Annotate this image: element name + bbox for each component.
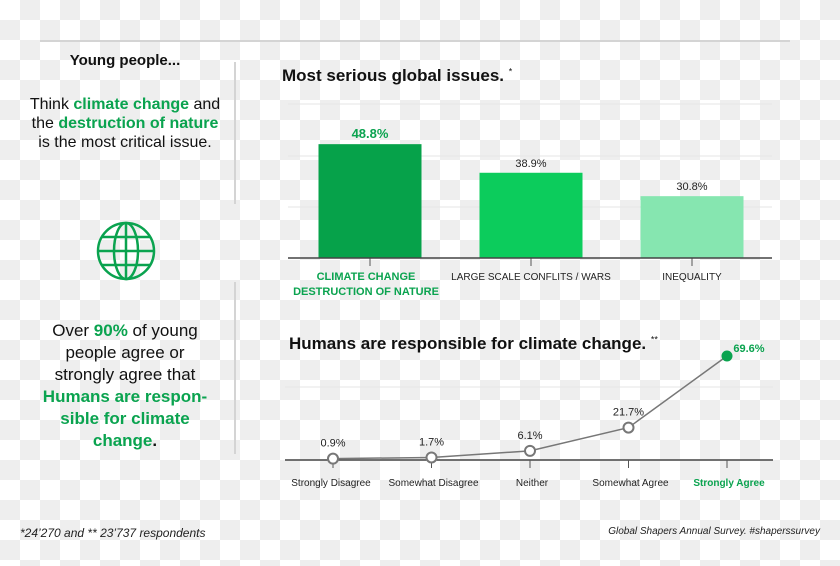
left-text-1: Think climate change and the destruction… bbox=[29, 96, 221, 151]
category-label: Somewhat Disagree bbox=[388, 478, 478, 489]
category-label: INEQUALITY bbox=[662, 272, 722, 283]
point-value-label: 21.7% bbox=[613, 407, 644, 419]
category-label: CLIMATE CHANGE bbox=[317, 271, 416, 283]
top-divider bbox=[40, 40, 790, 42]
bar bbox=[318, 144, 422, 258]
bar bbox=[640, 196, 744, 258]
data-point bbox=[721, 350, 733, 362]
vertical-divider bbox=[234, 62, 236, 204]
series-line bbox=[332, 355, 728, 460]
line-chart-title: Humans are responsible for climate chang… bbox=[289, 334, 658, 353]
category-label: DESTRUCTION OF NATURE bbox=[293, 286, 439, 298]
globe-icon bbox=[96, 221, 156, 281]
left-text-2: Over 90% of young people agree or strong… bbox=[42, 321, 208, 450]
source-note: Global Shapers Annual Survey. #shaperssu… bbox=[608, 526, 820, 537]
category-label: Strongly Agree bbox=[693, 478, 765, 489]
data-point bbox=[524, 444, 536, 457]
data-point bbox=[425, 451, 438, 464]
left-heading: Young people... bbox=[69, 52, 181, 69]
category-label: Neither bbox=[516, 478, 549, 489]
category-label: Somewhat Agree bbox=[592, 478, 669, 489]
bar-value-label: 48.8% bbox=[352, 126, 389, 141]
category-label: LARGE SCALE CONFLITS / WARS bbox=[451, 272, 611, 283]
bar-value-label: 38.9% bbox=[515, 158, 546, 170]
bar bbox=[479, 172, 583, 258]
point-value-label: 6.1% bbox=[517, 430, 542, 442]
bar-chart-title: Most serious global issues. * bbox=[282, 66, 513, 85]
vertical-divider bbox=[234, 282, 236, 454]
point-value-label: 69.6% bbox=[733, 343, 764, 355]
point-value-label: 1.7% bbox=[419, 436, 444, 448]
respondents-note: *24’270 and ** 23’737 respondents bbox=[20, 526, 206, 540]
bar-value-label: 30.8% bbox=[676, 181, 707, 193]
data-point bbox=[327, 452, 339, 465]
category-label: Strongly Disagree bbox=[291, 478, 371, 489]
point-value-label: 0.9% bbox=[320, 438, 345, 450]
data-point bbox=[622, 421, 635, 434]
